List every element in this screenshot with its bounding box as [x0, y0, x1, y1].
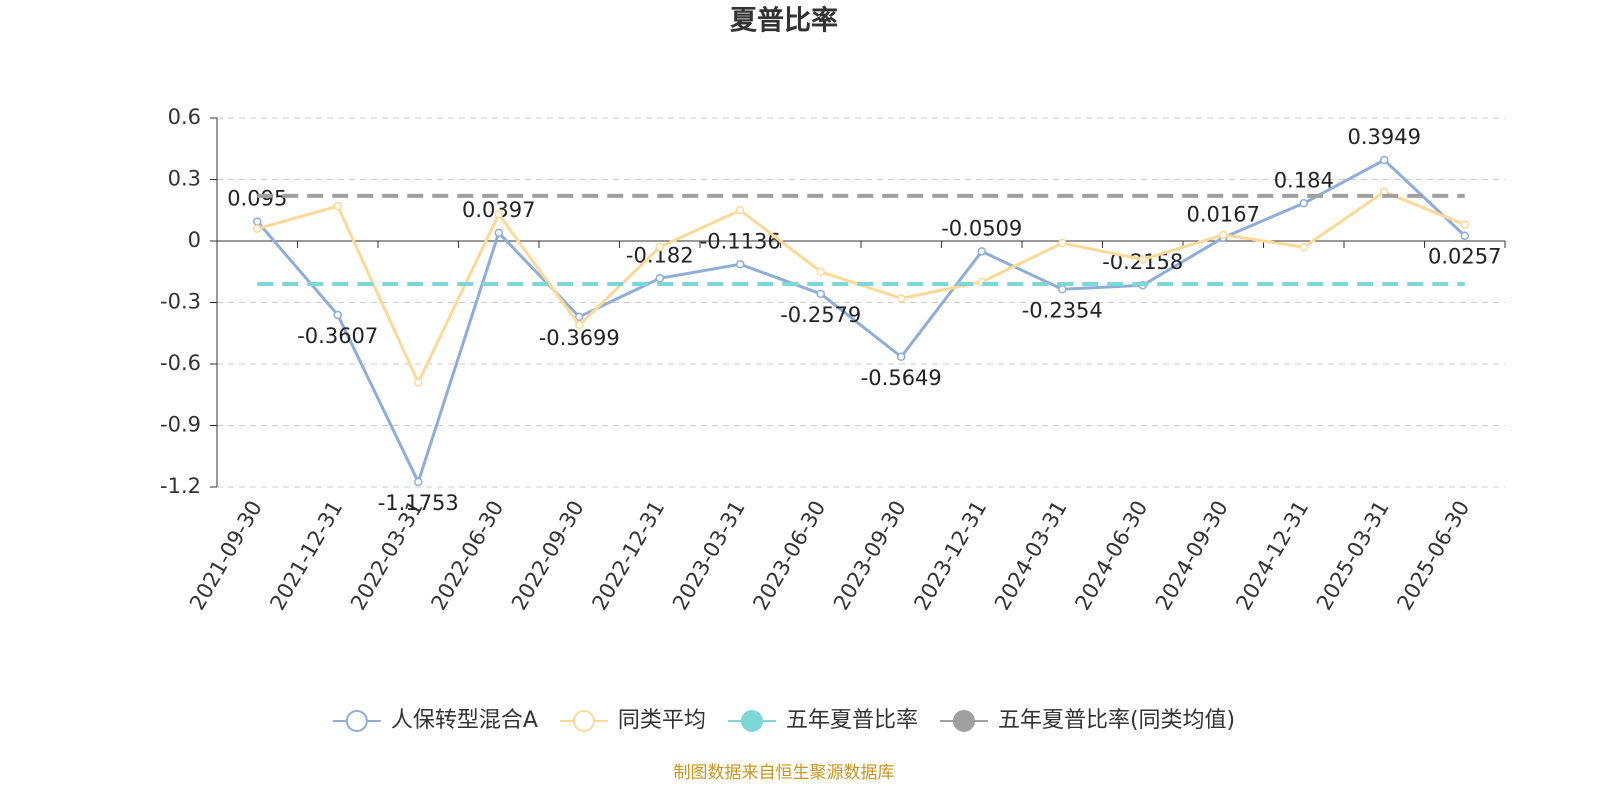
point [1058, 285, 1067, 294]
legend-label: 人保转型混合A [391, 708, 538, 733]
point [1460, 220, 1469, 229]
y-tick-label: -0.9 [160, 413, 201, 437]
data-label: -0.2579 [780, 303, 861, 327]
point [253, 217, 262, 226]
point [575, 320, 584, 330]
point [816, 289, 825, 299]
point [816, 267, 825, 276]
legend-label: 五年夏普比率(同类均值) [998, 708, 1235, 733]
point [253, 224, 262, 233]
x-tick-label: 2024-09-30 [1151, 497, 1233, 615]
series-line [256, 158, 1466, 486]
data-label: -1.1753 [378, 491, 459, 515]
point [897, 294, 906, 303]
x-tick-label: 2023-03-31 [668, 497, 750, 615]
point [1299, 242, 1308, 252]
x-tick-label: 2023-12-31 [909, 497, 991, 615]
legend-marker [740, 710, 763, 732]
y-tick-label: -0.3 [160, 290, 201, 314]
point [414, 378, 423, 387]
y-tick-label: 0.3 [168, 167, 201, 191]
point [897, 352, 906, 362]
series-line [256, 190, 1466, 386]
y-tick-label: -0.6 [160, 351, 201, 375]
legend-marker [345, 710, 368, 732]
legend-marker [952, 710, 975, 732]
legend-item: 五年夏普比率(同类均值) [939, 708, 1235, 733]
point [333, 310, 342, 320]
legend-item: 同类平均 [559, 708, 706, 733]
point [575, 312, 584, 322]
x-tick-label: 2022-12-31 [587, 497, 669, 615]
point [494, 228, 503, 238]
legend-item: 五年夏普比率 [727, 708, 918, 733]
x-tick-label: 2022-09-30 [507, 497, 589, 615]
chart-title: 夏普比率 [730, 5, 838, 37]
source: 制图数据来自恒生聚源数据库 [674, 763, 895, 783]
legend-item: 人保转型混合A [332, 708, 538, 733]
legend-label: 五年夏普比率 [786, 708, 918, 733]
legend-label: 同类平均 [618, 708, 706, 733]
x-tick-label: 2025-03-31 [1312, 497, 1394, 615]
point [1219, 230, 1228, 240]
legend-marker [572, 710, 595, 732]
point [655, 242, 664, 252]
data-label: -0.0509 [941, 216, 1022, 240]
point [977, 247, 986, 256]
point [655, 274, 664, 283]
data-label: 0.3949 [1348, 125, 1421, 149]
point [333, 201, 342, 211]
x-tick-label: 2024-06-30 [1070, 497, 1152, 615]
point [736, 206, 745, 215]
x-tick-label: 2024-03-31 [990, 497, 1072, 615]
x-tick-label: 2025-06-30 [1392, 497, 1474, 615]
data-label: -0.5649 [861, 366, 942, 390]
legend: 人保转型混合A 同类平均 五年夏普比率 五年夏普比率(同类均值) [332, 708, 1235, 733]
data-label: 0.184 [1274, 168, 1334, 192]
point [1299, 199, 1308, 208]
point [1380, 155, 1389, 165]
x-tick-label: 2021-09-30 [185, 497, 267, 615]
data-label: -0.1136 [700, 229, 781, 253]
y-tick-label: 0 [188, 228, 201, 252]
data-label: 0.095 [227, 187, 287, 211]
x-tick-label: 2024-12-31 [1231, 497, 1313, 615]
data-label: -0.3607 [297, 324, 378, 348]
point [414, 477, 423, 487]
x-tick-label: 2023-06-30 [748, 497, 830, 615]
data-label: 0.0257 [1428, 245, 1501, 269]
y-tick-label: -1.2 [160, 474, 201, 498]
point [494, 210, 503, 219]
x-tick-label: 2021-12-31 [265, 497, 347, 615]
data-label: -0.3699 [539, 326, 620, 350]
point [1138, 255, 1147, 264]
point [1058, 238, 1067, 248]
point [1460, 231, 1469, 240]
y-tick-label: 0.6 [168, 105, 201, 129]
data-label: 0.0167 [1187, 203, 1260, 227]
point [736, 260, 745, 269]
x-tick-label: 2023-09-30 [829, 497, 911, 615]
data-label: -0.2354 [1022, 298, 1103, 322]
